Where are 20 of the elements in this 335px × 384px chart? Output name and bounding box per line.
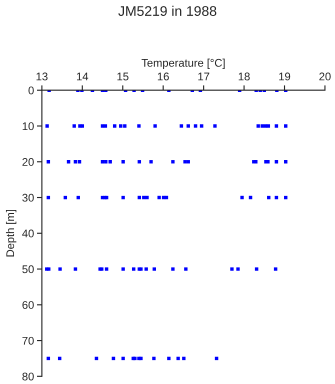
x-tick-label: 13 — [36, 72, 48, 80]
y-tick-label: 0 — [28, 86, 34, 94]
x-tick-label: 18 — [238, 72, 250, 80]
y-tick-label: 40 — [22, 230, 34, 238]
x-axis-title: Temperature [°C] — [142, 58, 225, 69]
x-tick-label: 16 — [158, 72, 169, 80]
x-tick-label: 19 — [279, 72, 290, 80]
x-tick-label: 14 — [76, 72, 88, 80]
y-tick-label: 70 — [22, 336, 34, 345]
x-tick-label: 17 — [198, 72, 210, 80]
chart-title: JM5219 in 1988 — [118, 6, 216, 16]
y-tick-label: 30 — [22, 194, 34, 202]
y-tick-label: 10 — [22, 122, 34, 130]
y-axis-title: Depth [m] — [6, 210, 16, 256]
x-tick-label: 15 — [117, 72, 128, 80]
y-tick-label: 50 — [22, 265, 34, 274]
y-tick-label: 20 — [22, 158, 34, 166]
y-tick-label: 80 — [22, 372, 34, 380]
y-tick-label: 60 — [22, 301, 34, 309]
x-tick-label: 20 — [319, 72, 331, 80]
